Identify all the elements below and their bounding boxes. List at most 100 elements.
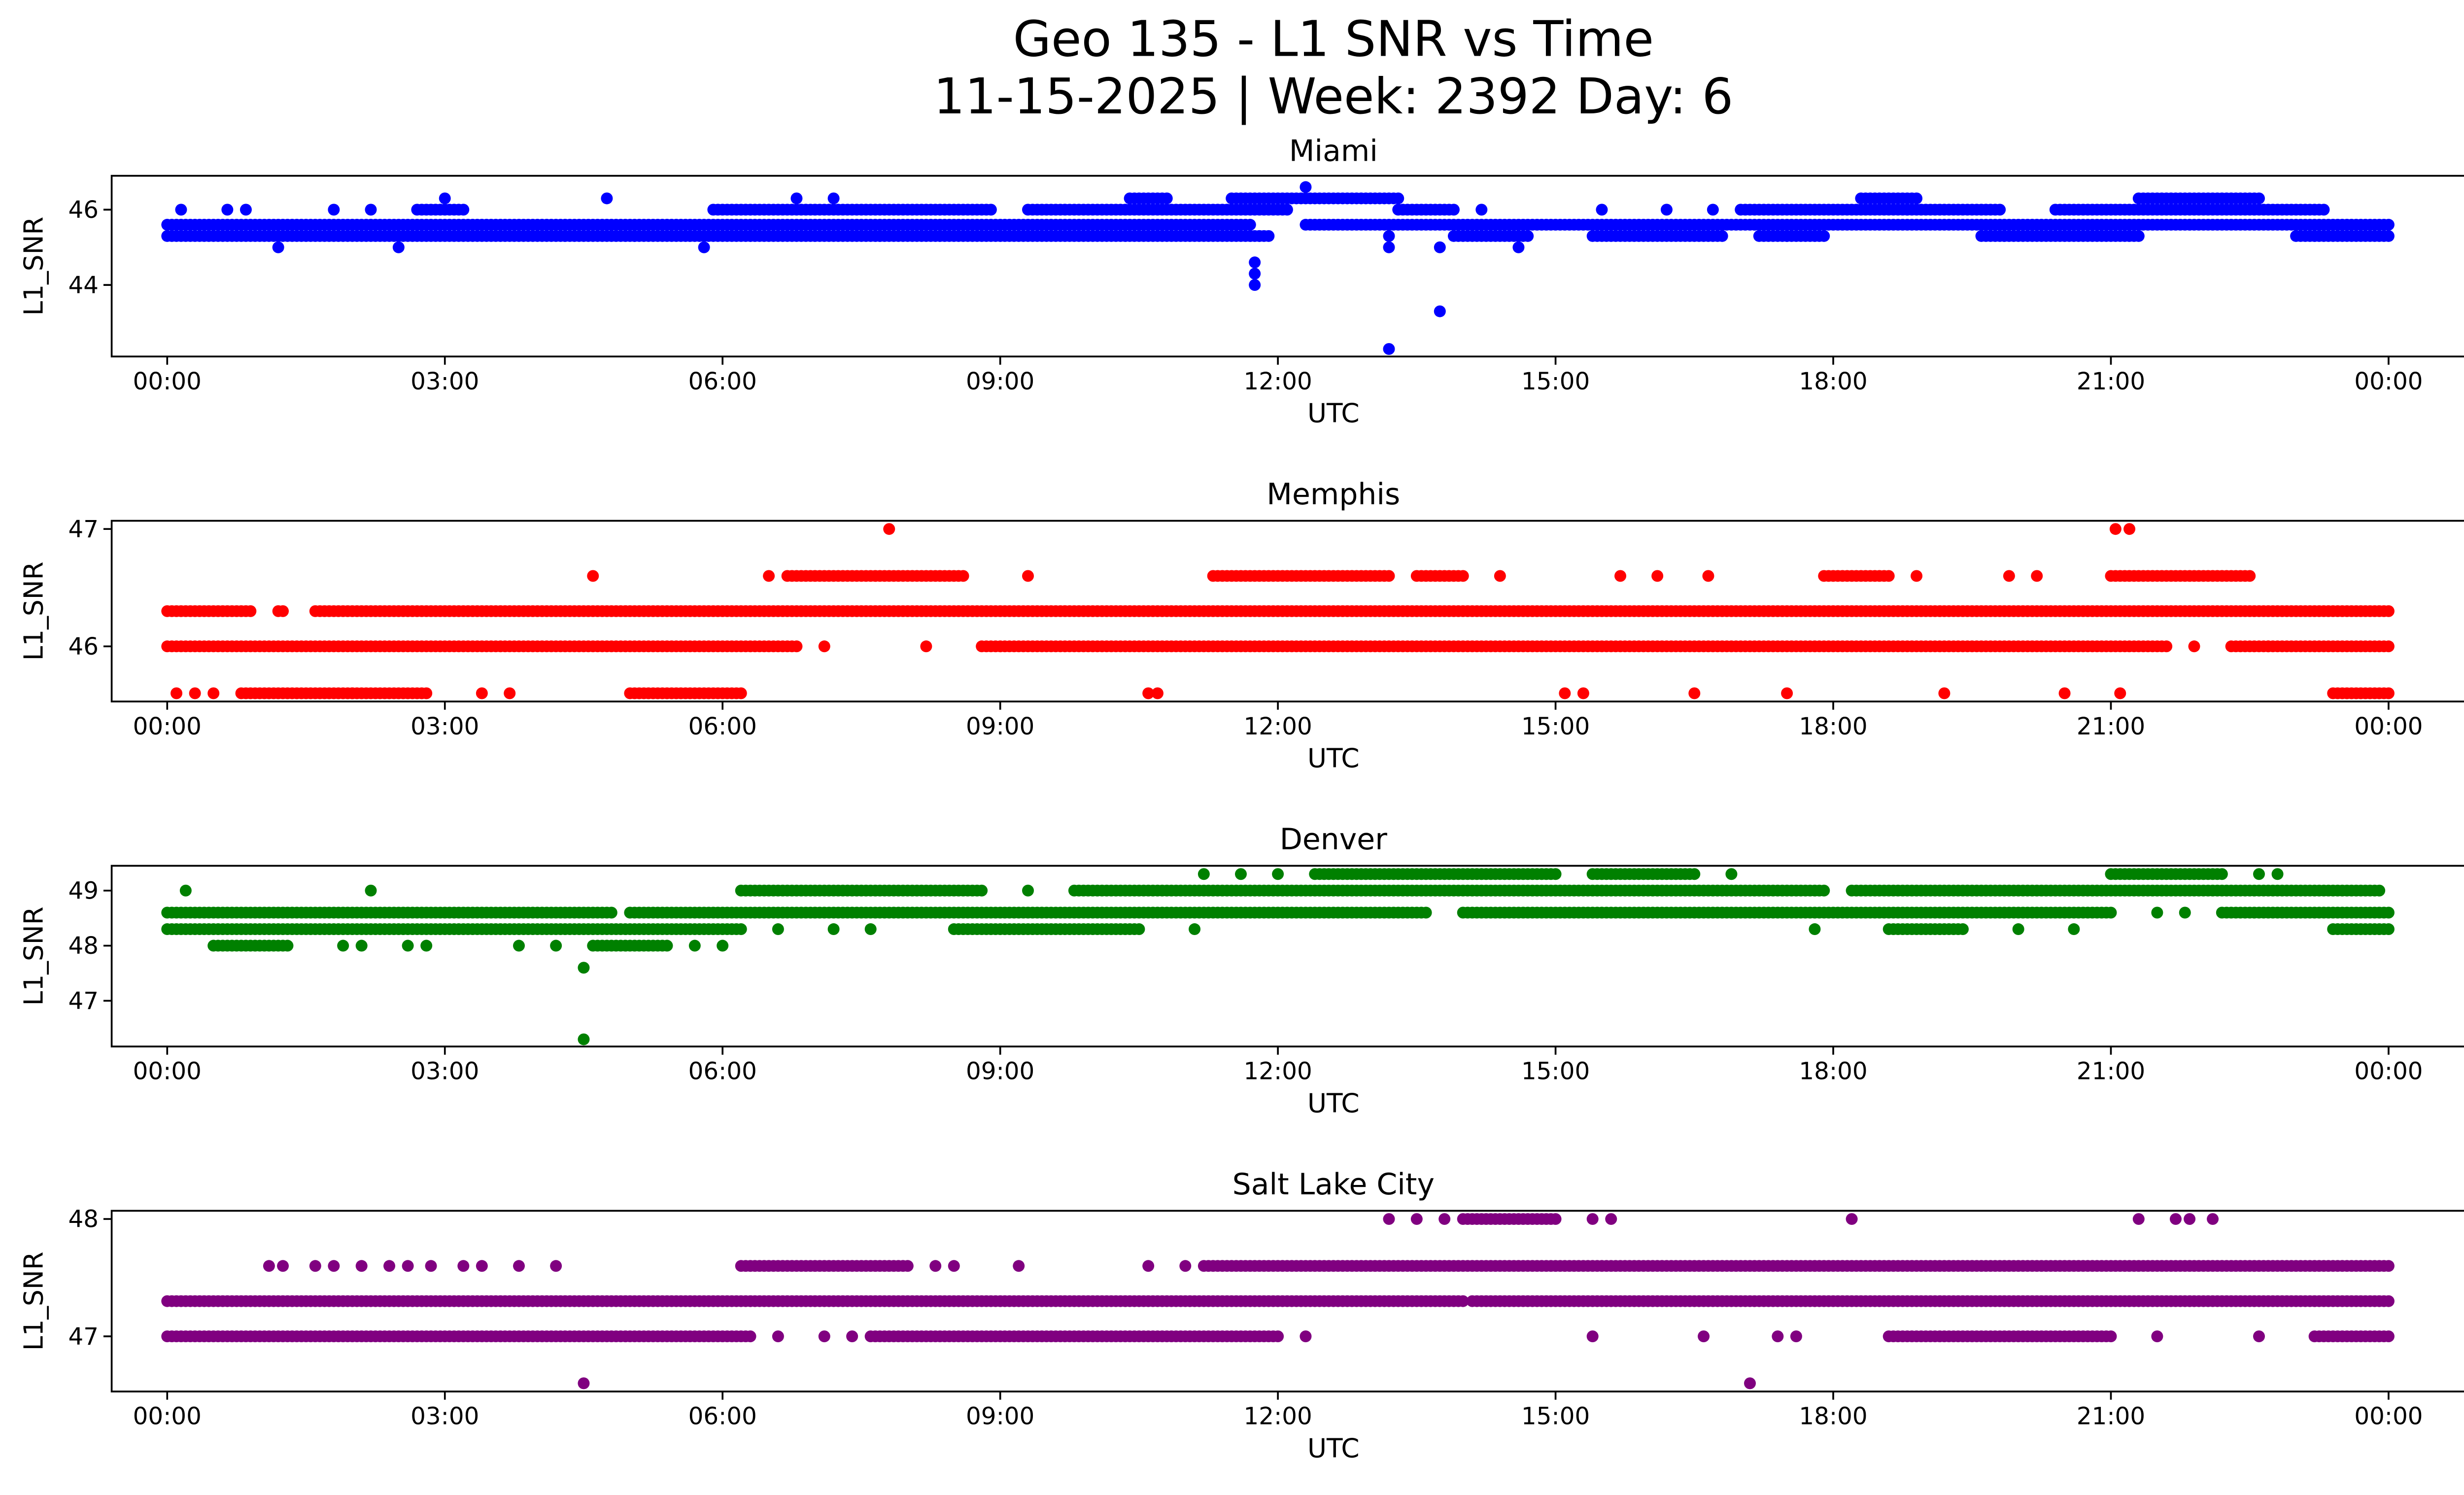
scatter-point — [929, 1260, 942, 1272]
x-tick-label: 03:00 — [411, 1403, 479, 1430]
scatter-point — [392, 241, 405, 253]
figure-title-line1: Geo 135 - L1 SNR vs Time — [1013, 10, 1654, 68]
scatter-point — [1161, 192, 1173, 205]
scatter-point — [688, 939, 701, 952]
scatter-point — [2179, 906, 2191, 919]
scatter-point — [1725, 868, 1738, 880]
scatter-point — [744, 1330, 756, 1343]
axes-frame — [110, 1210, 2464, 1392]
x-tick-label: 18:00 — [1799, 1058, 1867, 1085]
scatter-point — [272, 605, 284, 617]
scatter-point — [1882, 570, 1895, 582]
scatter-point — [1651, 570, 1664, 582]
x-tick-label: 00:00 — [133, 713, 202, 740]
y-axis-label: L1_SNR — [19, 216, 49, 315]
x-tick-label: 21:00 — [2077, 1403, 2145, 1430]
scatter-point — [189, 687, 201, 699]
scatter-point — [2114, 687, 2126, 699]
y-tick-label: 44 — [68, 272, 98, 299]
scatter-point — [244, 605, 257, 617]
scatter-point — [1586, 1213, 1599, 1225]
x-tick-label: 00:00 — [2354, 368, 2423, 395]
scatter-point — [2105, 906, 2117, 919]
y-tick-label: 49 — [68, 877, 98, 904]
scatter-point — [1716, 230, 1728, 242]
x-axis-label: UTC — [1307, 743, 1360, 773]
x-tick-label: 00:00 — [2354, 1403, 2423, 1430]
scatter-run — [1818, 570, 1895, 582]
scatter-run — [309, 605, 2395, 617]
scatter-run — [1457, 1213, 1562, 1225]
scatter-point — [1189, 923, 1201, 936]
scatter-point — [1577, 687, 1589, 699]
scatter-point — [2188, 640, 2200, 653]
scatter-point — [2253, 868, 2265, 880]
scatter-run — [2105, 570, 2256, 582]
scatter-point — [1596, 204, 1608, 216]
x-axis-label: UTC — [1307, 1433, 1360, 1463]
scatter-point — [578, 1377, 590, 1390]
scatter-point — [240, 204, 252, 216]
scatter-point — [402, 939, 414, 952]
scatter-point — [457, 1260, 470, 1272]
scatter-point — [365, 204, 377, 216]
scatter-run — [1457, 906, 2117, 919]
scatter-run — [2327, 687, 2395, 699]
scatter-point — [2169, 1213, 2182, 1225]
scatter-point — [383, 1260, 396, 1272]
y-tick-label: 48 — [68, 932, 98, 960]
scatter-point — [1198, 868, 1210, 880]
scatter-point — [272, 241, 284, 253]
scatter-point — [1688, 687, 1701, 699]
scatter-point — [1022, 884, 1034, 897]
scatter-point — [2262, 640, 2274, 653]
scatter-point — [457, 204, 470, 216]
y-ticks: 47 48 49 — [68, 877, 112, 1015]
scatter-run — [1207, 570, 1395, 582]
scatter-point — [772, 1330, 784, 1343]
scatter-run — [1586, 868, 1701, 880]
scatter-run — [1586, 230, 1728, 242]
scatter-run — [1882, 1330, 2117, 1343]
scatter-point — [328, 204, 340, 216]
scatter-point — [263, 1260, 275, 1272]
y-tick-label: 47 — [68, 987, 98, 1015]
scatter-point — [1281, 204, 1293, 216]
scatter-point — [1586, 1330, 1599, 1343]
scatter-point — [1790, 1330, 1802, 1343]
scatter-point — [2271, 868, 2284, 880]
x-tick-label: 21:00 — [2077, 713, 2145, 740]
scatter-run — [2308, 1330, 2395, 1343]
scatter-point — [1956, 923, 1969, 936]
scatter-point — [2382, 906, 2395, 919]
scatter-point — [207, 687, 220, 699]
x-tick-label: 03:00 — [411, 368, 479, 395]
scatter-point — [2105, 1330, 2117, 1343]
scatter-point — [439, 192, 451, 205]
y-tick-label: 48 — [68, 1206, 98, 1233]
scatter-point — [1457, 1295, 1469, 1307]
scatter-point — [883, 523, 895, 535]
scatter-point — [578, 962, 590, 974]
scatter-point — [735, 923, 747, 936]
x-tick-label: 12:00 — [1244, 368, 1312, 395]
scatter-run — [1975, 230, 2145, 242]
y-axis-label: L1_SNR — [19, 1252, 49, 1351]
scatter-point — [1013, 1260, 1025, 1272]
scatter-point — [763, 570, 775, 582]
scatter-run — [1466, 1295, 2395, 1307]
scatter-point — [1253, 230, 1266, 242]
x-axis-label: UTC — [1307, 398, 1360, 429]
scatter-point — [1300, 1330, 1312, 1343]
scatter-point — [1420, 906, 1432, 919]
scatter-point — [1911, 570, 1923, 582]
scatter-point — [1383, 343, 1395, 355]
scatter-point — [628, 230, 641, 242]
scatter-point — [1151, 687, 1164, 699]
scatter-point — [1249, 256, 1261, 269]
scatter-run — [624, 687, 747, 699]
scatter-point — [864, 923, 877, 936]
scatter-run — [1447, 230, 1534, 242]
